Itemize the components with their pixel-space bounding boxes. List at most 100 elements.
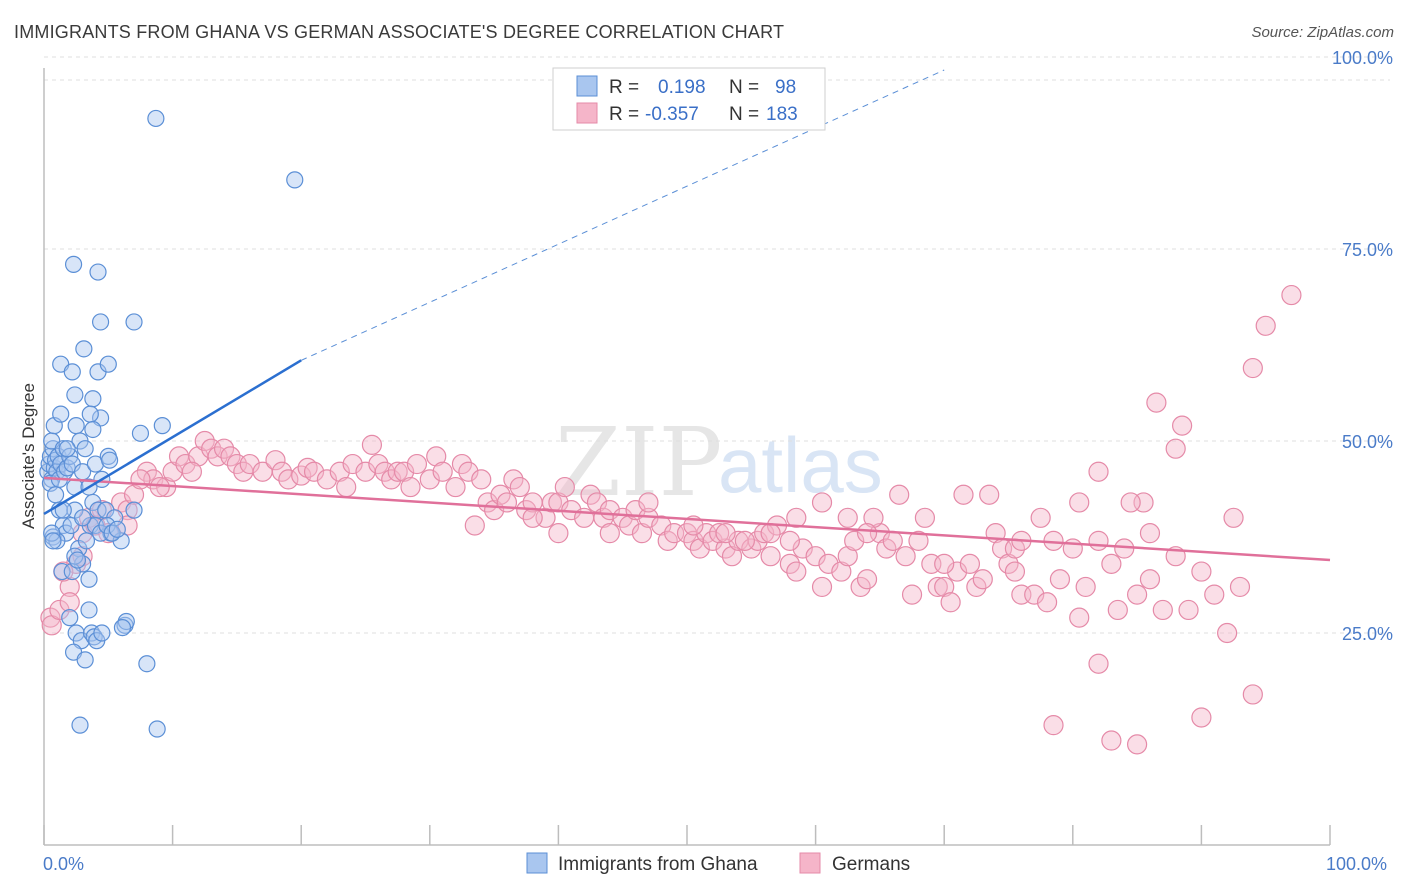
stats-legend-n-value-1: 183 — [766, 104, 798, 125]
ghana-point-23 — [76, 440, 94, 458]
germans-point-150 — [1120, 492, 1141, 513]
series-germans-points — [40, 284, 1302, 755]
germans-point-100 — [837, 546, 858, 567]
germans-point-180 — [59, 592, 80, 613]
germans-point-192 — [522, 507, 543, 528]
germans-point-59 — [509, 476, 530, 498]
germans-point-49 — [432, 461, 453, 482]
germans-point-107 — [895, 546, 916, 567]
ghana-point-68 — [113, 619, 132, 637]
stats-legend-r-value-0: 0.198 — [658, 77, 706, 98]
legend-label-ghana: Immigrants from Ghana — [558, 854, 758, 875]
germans-point-26 — [239, 453, 260, 475]
germans-point-176 — [130, 469, 151, 490]
germans-point-99 — [831, 561, 852, 582]
germans-point-77 — [651, 515, 672, 536]
germans-point-174 — [181, 461, 202, 482]
germans-point-112 — [934, 576, 955, 598]
stats-legend-r-value-1: -0.357 — [645, 104, 699, 125]
germans-point-37 — [342, 453, 363, 475]
germans-point-33 — [303, 461, 325, 482]
germans-point-130 — [1088, 653, 1109, 674]
germans-point-113 — [940, 592, 961, 613]
germans-point-63 — [541, 492, 563, 513]
germans-point-65 — [554, 476, 575, 498]
ghana-point-69 — [138, 655, 156, 673]
germans-point-108 — [901, 584, 923, 605]
germans-point-101 — [844, 530, 865, 551]
germans-point-145 — [1229, 576, 1251, 598]
germans-point-151 — [1146, 392, 1167, 413]
germans-point-186 — [779, 530, 800, 551]
ghana-point-63 — [93, 624, 111, 642]
germans-point-126 — [1049, 569, 1071, 590]
ghana-point-76 — [84, 390, 102, 408]
germans-point-30 — [278, 469, 299, 490]
ghana-point-96 — [68, 551, 87, 569]
ghana-point-72 — [75, 340, 93, 358]
germans-point-111 — [927, 576, 948, 598]
germans-point-170 — [1069, 492, 1090, 513]
germans-point-173 — [1191, 561, 1212, 582]
ghana-point-43 — [77, 532, 96, 550]
ghana-point-74 — [99, 355, 117, 373]
germans-point-43 — [387, 461, 408, 482]
ghana-point-86 — [84, 420, 102, 439]
ghana-point-83 — [125, 313, 143, 331]
ghana-point-95 — [58, 440, 76, 458]
legend-label-germans: Germans — [832, 854, 910, 875]
germans-point-165 — [709, 523, 730, 544]
germans-point-98 — [818, 553, 839, 574]
germans-point-75 — [631, 523, 653, 544]
germans-point-48 — [426, 446, 447, 467]
x-ticks — [43, 825, 1331, 845]
stats-legend-r-label-0: R = — [609, 77, 639, 98]
germans-point-175 — [149, 476, 170, 498]
chart-title: IMMIGRANTS FROM GHANA VS GERMAN ASSOCIAT… — [14, 22, 785, 42]
germans-point-156 — [953, 484, 974, 505]
ghana-point-26 — [86, 455, 105, 473]
germans-point-146 — [1242, 684, 1263, 705]
ghana-point-93 — [44, 532, 62, 550]
germans-point-159 — [863, 507, 884, 528]
ghana-point-56 — [61, 609, 79, 627]
germans-point-160 — [837, 507, 858, 528]
ghana-point-71 — [63, 363, 81, 381]
x-tick-label-max: 100.0% — [1326, 854, 1387, 874]
germans-point-53 — [471, 469, 492, 490]
germans-point-142 — [1204, 584, 1225, 605]
ghana-point-80 — [64, 255, 83, 273]
y-tick-label-25: 25.0% — [1342, 624, 1393, 644]
watermark-atlas: atlas — [718, 421, 883, 509]
y-tick-label-50: 50.0% — [1342, 432, 1393, 452]
ghana-point-79 — [81, 405, 99, 423]
germans-point-123 — [1024, 584, 1045, 605]
germans-point-183 — [548, 523, 569, 544]
y-tick-label-100: 100.0% — [1332, 48, 1393, 68]
germans-point-115 — [959, 553, 981, 574]
germans-point-185 — [715, 523, 736, 544]
y-axis-label: Associate's Degree — [19, 383, 38, 529]
ghana-point-85 — [131, 424, 150, 442]
germans-point-47 — [419, 469, 440, 490]
y-tick-label-75: 75.0% — [1342, 240, 1393, 260]
germans-point-158 — [889, 484, 910, 505]
ghana-point-97 — [73, 509, 92, 527]
germans-point-132 — [1107, 599, 1128, 621]
trend-line-ghana-extension — [300, 69, 945, 361]
germans-point-82 — [689, 538, 710, 559]
stats-legend-r-label-1: R = — [609, 104, 639, 125]
germans-point-127 — [1062, 538, 1083, 559]
germans-point-117 — [972, 569, 993, 590]
stats-legend-n-label-0: N = — [729, 77, 759, 98]
trend-lines — [43, 69, 1331, 562]
germans-point-106 — [882, 530, 903, 551]
ghana-point-49 — [108, 520, 126, 538]
ghana-point-82 — [91, 313, 110, 331]
x-tick-label-min: 0.0% — [43, 854, 84, 874]
germans-point-157 — [914, 507, 936, 528]
germans-point-35 — [329, 461, 350, 482]
germans-point-128 — [1069, 607, 1090, 628]
germans-point-164 — [734, 530, 755, 551]
